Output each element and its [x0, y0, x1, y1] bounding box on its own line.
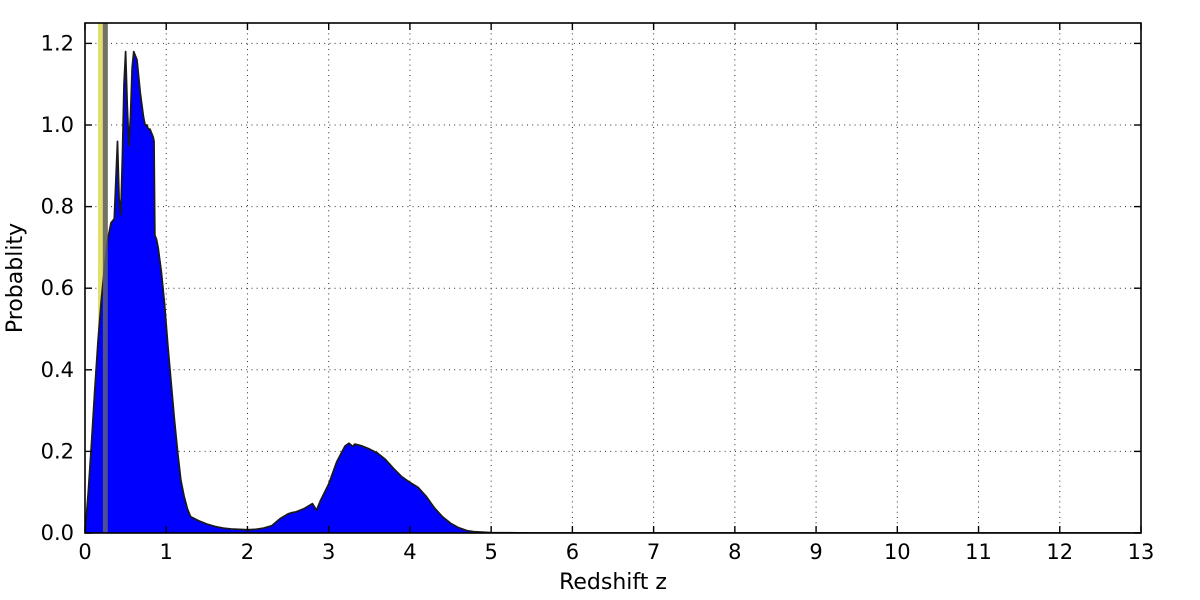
y-axis-ticks [85, 42, 1141, 534]
plot-frame [84, 22, 1142, 534]
x-tick-label: 11 [965, 540, 992, 564]
x-tick-label: 6 [566, 540, 579, 564]
x-tick-label: 12 [1046, 540, 1073, 564]
y-tick-label: 0.8 [41, 195, 74, 219]
probability-curve-outline [85, 50, 1141, 533]
y-tick-label: 1.2 [41, 31, 74, 55]
x-axis-ticks [84, 23, 1142, 533]
y-tick-label: 0.2 [41, 439, 74, 463]
y-tick-label: 1.0 [41, 113, 74, 137]
x-axis-tick-labels: 0 1 2 3 4 5 6 7 8 9 10 11 12 13 [78, 540, 1154, 564]
y-axis-tick-labels: 0.0 0.2 0.4 0.6 0.8 1.0 1.2 [41, 31, 74, 545]
plot-area-background [85, 23, 1141, 533]
x-tick-label: 8 [728, 540, 741, 564]
x-tick-label: 3 [322, 540, 335, 564]
x-tick-label: 5 [484, 540, 497, 564]
best-fit-redshift-band-overlay [102, 23, 108, 533]
probability-density-series [85, 23, 1141, 533]
x-tick-label: 9 [809, 540, 822, 564]
x-tick-label: 10 [884, 540, 911, 564]
x-tick-label: 0 [78, 540, 91, 564]
x-gridlines [165, 23, 1061, 533]
x-tick-label: 13 [1128, 540, 1155, 564]
x-tick-label: 7 [647, 540, 660, 564]
y-tick-label: 0.6 [41, 276, 74, 300]
x-tick-label: 2 [241, 540, 254, 564]
y-tick-label: 0.0 [41, 521, 74, 545]
x-tick-label: 1 [160, 540, 173, 564]
x-tick-label: 4 [403, 540, 416, 564]
y-tick-label: 0.4 [41, 358, 74, 382]
x-axis-title: Redshift z [559, 570, 667, 595]
y-axis-title: Probablity [3, 223, 28, 333]
